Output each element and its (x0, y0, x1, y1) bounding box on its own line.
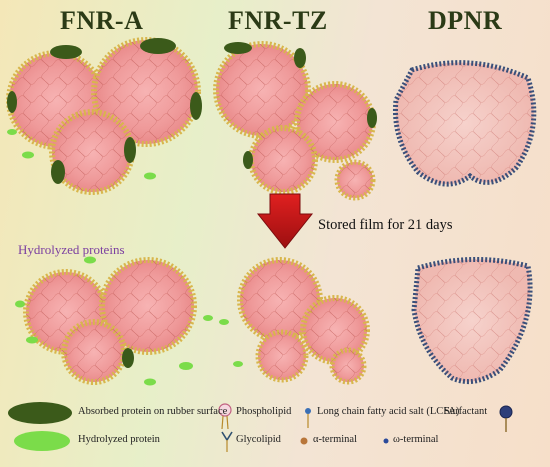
panel-title-fnr-tz: FNR-TZ (228, 6, 328, 35)
omega-terminal-icon (383, 438, 389, 444)
particle-group-dpnr-top (392, 60, 537, 187)
phospholipid-icon (218, 403, 232, 430)
particle-group-fnr-a-top (6, 37, 202, 195)
particle-group-fnr-tz-bottom (219, 257, 370, 385)
storage-arrow (256, 193, 314, 249)
particle-group-dpnr-bottom (411, 256, 533, 385)
storage-caption: Stored film for 21 days (318, 217, 453, 233)
legend-hydrolyzed-protein: Hydrolyzed protein (78, 434, 160, 445)
glycolipid-icon (221, 431, 233, 452)
panel-title-dpnr: DPNR (428, 6, 503, 35)
legend-icons (8, 402, 513, 452)
legend-surfactant: Surfactant (444, 406, 488, 417)
lcfa-icon (305, 408, 311, 428)
legend-absorbed-protein: Absorbed protein on rubber surface (78, 406, 228, 417)
legend-phospholipid: Phospholipid (236, 406, 292, 417)
alpha-terminal-icon (300, 437, 308, 445)
legend-alpha-terminal: α-terminal (313, 434, 357, 445)
particle-group-fnr-a-bottom (15, 256, 213, 386)
absorbed-protein-icon (8, 402, 72, 424)
legend-glycolipid: Glycolipid (236, 434, 281, 445)
legend: Absorbed protein on rubber surface Hydro… (0, 393, 550, 467)
legend-lcfa: Long chain fatty acid salt (LCFA) (317, 406, 460, 417)
panel-title-fnr-a: FNR-A (60, 6, 144, 35)
particle-group-fnr-tz-top (213, 41, 377, 201)
hydrolyzed-proteins-label: Hydrolyzed proteins (18, 242, 125, 257)
surfactant-icon (499, 405, 513, 432)
legend-omega-terminal: ω-terminal (393, 434, 439, 445)
hydrolyzed-protein-icon (14, 431, 70, 451)
